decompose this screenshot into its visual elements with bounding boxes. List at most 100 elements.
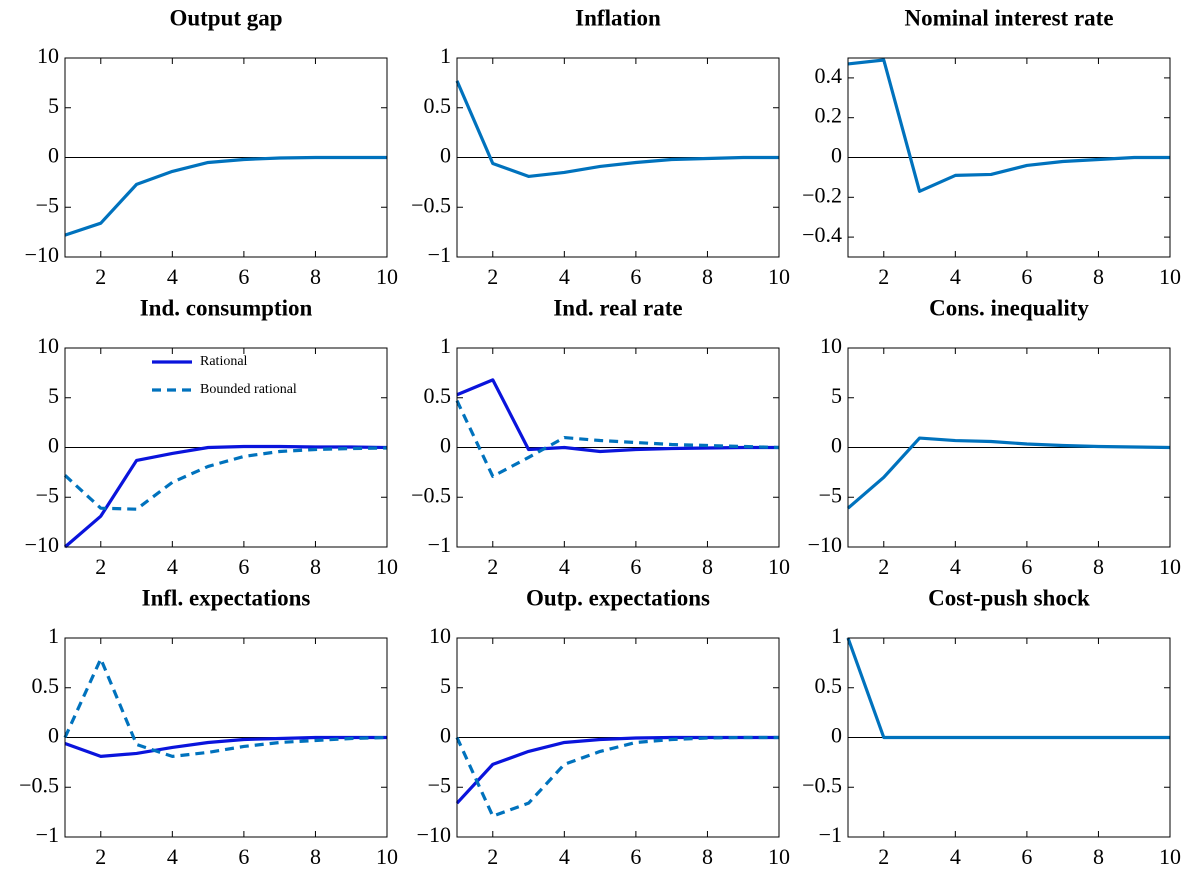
y-tick-label: −10 <box>417 822 451 847</box>
x-tick-label: 8 <box>1093 844 1104 869</box>
x-tick-label: 6 <box>1021 844 1032 869</box>
x-tick-label: 10 <box>1159 554 1181 579</box>
x-tick-label: 6 <box>238 844 249 869</box>
x-tick-label: 6 <box>630 264 641 289</box>
y-tick-label: −5 <box>819 482 842 507</box>
y-tick-label: 1 <box>440 333 451 358</box>
x-tick-label: 6 <box>630 554 641 579</box>
y-tick-label: 10 <box>820 333 842 358</box>
y-tick-label: −0.5 <box>411 192 451 217</box>
x-tick-label: 6 <box>1021 264 1032 289</box>
y-tick-label: 0 <box>440 433 451 458</box>
y-tick-label: −5 <box>36 192 59 217</box>
y-tick-label: 0 <box>831 143 842 168</box>
y-tick-label: 5 <box>48 93 59 118</box>
y-tick-label: 0 <box>48 433 59 458</box>
y-tick-label: 5 <box>48 383 59 408</box>
axes-frame <box>64 347 388 548</box>
x-tick-label: 6 <box>238 264 249 289</box>
panel-title: Infl. expectations <box>142 585 311 610</box>
x-tick-label: 4 <box>167 844 178 869</box>
x-tick-label: 8 <box>310 844 321 869</box>
panel-title: Ind. real rate <box>553 295 682 320</box>
y-tick-label: 0 <box>440 143 451 168</box>
y-tick-label: 0 <box>831 433 842 458</box>
x-tick-label: 2 <box>487 554 498 579</box>
axes-frame <box>456 347 780 548</box>
line <box>456 378 779 454</box>
y-tick-label: 0 <box>48 143 59 168</box>
x-tick-label: 8 <box>1093 264 1104 289</box>
y-tick-label: 1 <box>440 43 451 68</box>
axes-frame <box>847 347 1171 548</box>
axes-frame <box>64 637 388 838</box>
x-tick-label: 4 <box>950 264 961 289</box>
line <box>64 155 387 237</box>
x-tick-label: 8 <box>702 844 713 869</box>
y-tick-label: 5 <box>831 383 842 408</box>
y-tick-label: 5 <box>440 673 451 698</box>
y-tick-label: −5 <box>428 772 451 797</box>
y-tick-label: 1 <box>831 623 842 648</box>
y-tick-label: −0.2 <box>802 182 842 207</box>
x-tick-label: 10 <box>768 264 790 289</box>
x-tick-label: 10 <box>376 554 398 579</box>
x-tick-label: 4 <box>950 554 961 579</box>
x-tick-label: 10 <box>768 844 790 869</box>
line <box>455 80 779 179</box>
x-tick-label: 4 <box>950 844 961 869</box>
y-tick-label: −5 <box>36 482 59 507</box>
x-tick-label: 2 <box>487 264 498 289</box>
x-tick-label: 4 <box>559 844 570 869</box>
y-tick-label: 0 <box>831 723 842 748</box>
y-tick-label: −1 <box>428 532 451 557</box>
x-tick-label: 6 <box>238 554 249 579</box>
x-tick-label: 10 <box>1159 844 1181 869</box>
x-tick-label: 8 <box>310 264 321 289</box>
y-tick-label: 0.2 <box>815 103 843 128</box>
y-tick-label: −10 <box>25 242 59 267</box>
x-tick-label: 6 <box>1021 554 1032 579</box>
x-tick-label: 2 <box>95 554 106 579</box>
y-tick-label: 0.4 <box>815 63 843 88</box>
y-tick-label: −1 <box>36 822 59 847</box>
x-tick-label: 2 <box>878 264 889 289</box>
y-tick-label: 0.5 <box>32 673 60 698</box>
axes-frame <box>64 57 388 258</box>
line <box>846 637 1170 740</box>
x-tick-label: 2 <box>95 264 106 289</box>
axes-frame <box>847 637 1171 838</box>
x-tick-label: 2 <box>878 844 889 869</box>
axes-frame <box>456 637 780 838</box>
y-tick-label: −0.4 <box>802 222 842 247</box>
y-tick-label: 1 <box>48 623 59 648</box>
x-tick-label: 4 <box>559 264 570 289</box>
y-tick-label: −0.5 <box>802 772 842 797</box>
y-tick-label: 0.5 <box>424 93 452 118</box>
panel-title: Cons. inequality <box>929 295 1089 320</box>
line <box>455 400 780 478</box>
y-tick-label: −1 <box>428 242 451 267</box>
legend-label: Rational <box>200 354 248 369</box>
x-tick-label: 4 <box>167 264 178 289</box>
y-tick-label: −1 <box>819 822 842 847</box>
line <box>455 735 779 818</box>
x-tick-label: 10 <box>1159 264 1181 289</box>
y-tick-label: 0.5 <box>815 673 843 698</box>
line <box>63 657 388 758</box>
x-tick-label: 6 <box>630 844 641 869</box>
axes-frame <box>456 57 780 258</box>
legend-label: Bounded rational <box>200 382 297 397</box>
x-tick-label: 10 <box>768 554 790 579</box>
panel-title: Nominal interest rate <box>904 5 1113 30</box>
y-tick-label: −10 <box>25 532 59 557</box>
panel-title: Ind. consumption <box>140 295 313 320</box>
y-tick-label: −0.5 <box>19 772 59 797</box>
y-tick-label: 0 <box>48 723 59 748</box>
y-tick-label: 0 <box>440 723 451 748</box>
x-tick-label: 4 <box>167 554 178 579</box>
panel-title: Output gap <box>169 5 282 30</box>
x-tick-label: 8 <box>702 264 713 289</box>
axes-frame <box>847 57 1171 258</box>
